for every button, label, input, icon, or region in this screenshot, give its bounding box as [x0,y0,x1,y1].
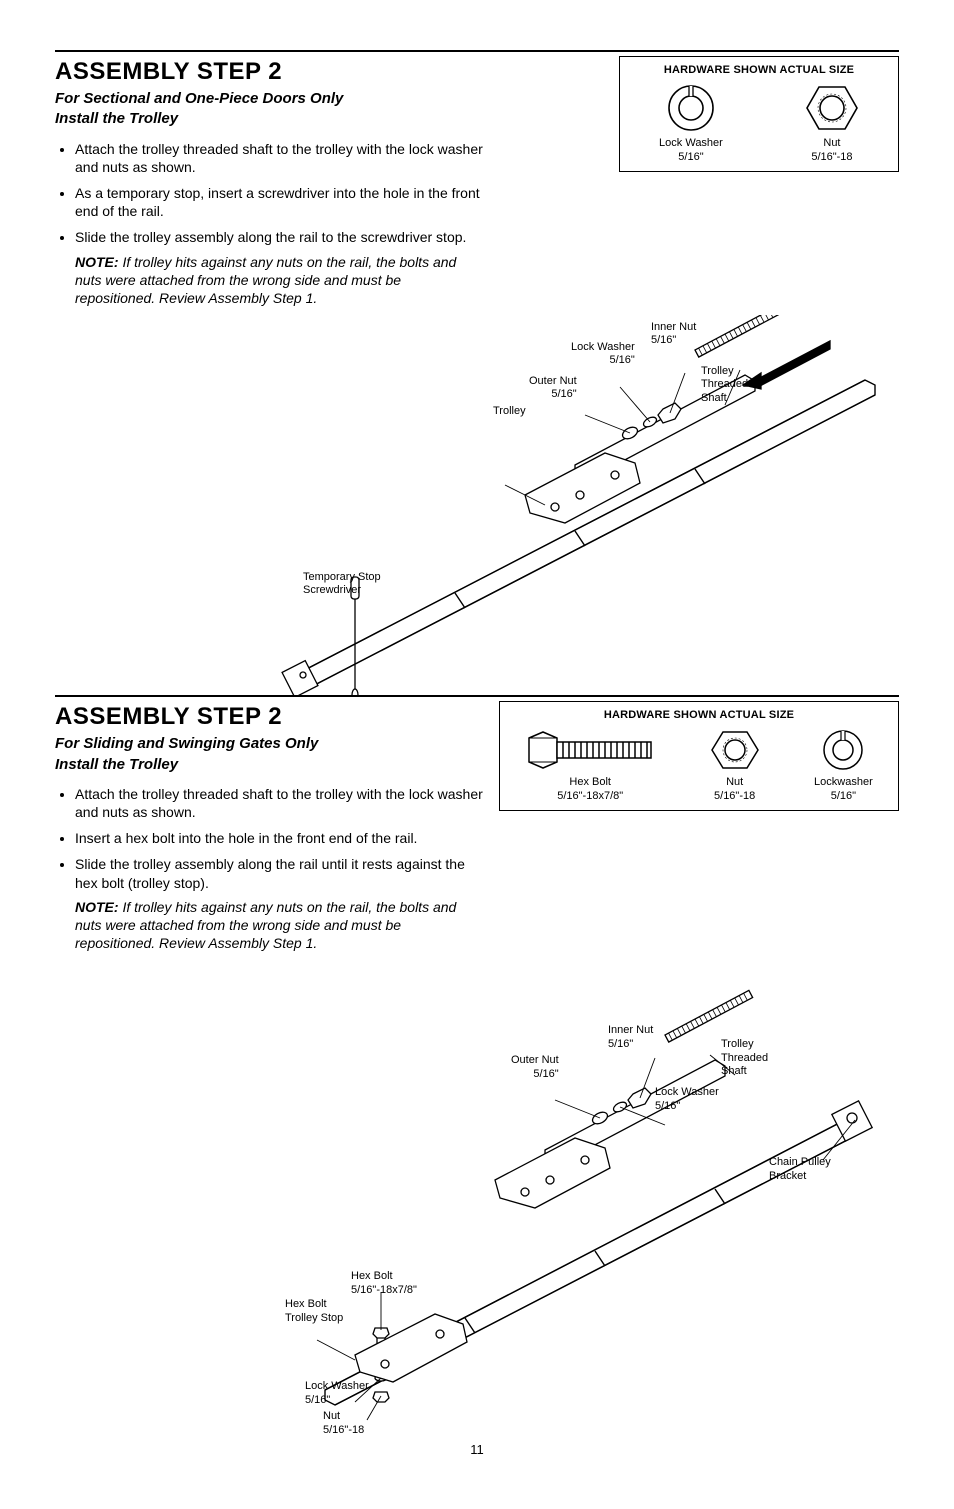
hardware-box-title: HARDWARE SHOWN ACTUAL SIZE [510,708,888,722]
section2-heading: ASSEMBLY STEP 2 [55,701,485,732]
section2-bullets: Attach the trolley threaded shaft to the… [55,785,485,953]
section1-heading: ASSEMBLY STEP 2 [55,56,485,87]
bullet-item: Insert a hex bolt into the hole in the f… [75,829,485,847]
lock-washer-icon [821,728,865,772]
nut-icon [710,728,760,772]
hardware-box-title: HARDWARE SHOWN ACTUAL SIZE [630,63,888,77]
lock-washer-icon [666,83,716,133]
section2-subtitle: For Sliding and Swinging Gates Only Inst… [55,734,485,775]
label-lock-washer-2: Lock Washer5/16" [655,1086,719,1112]
hw-lockwasher: Lockwasher5/16" [814,728,873,804]
label-temp-stop: Temporary StopScrewdriver [303,571,381,597]
label-nut-btm: Nut5/16"-18 [323,1410,364,1436]
label-trolley-shaft: TrolleyThreadedShaft [701,365,748,405]
hardware-box-2: HARDWARE SHOWN ACTUAL SIZE [499,701,899,811]
rail-illustration-2 [55,960,895,1430]
label-lock-washer-btm: Lock Washer5/16" [305,1380,369,1406]
assembly-step-2-doors: HARDWARE SHOWN ACTUAL SIZE Lock Washer5/… [55,50,899,695]
bullet-item: Attach the trolley threaded shaft to the… [75,140,485,176]
bullet-item: Slide the trolley assembly along the rai… [75,855,485,952]
section1-diagram: Inner Nut5/16" Lock Washer5/16" Outer Nu… [55,315,899,695]
text-column-2: ASSEMBLY STEP 2 For Sliding and Swinging… [55,701,485,960]
bullet-item: Slide the trolley assembly along the rai… [75,228,485,307]
label-trolley-shaft-2: TrolleyThreadedShaft [721,1038,768,1078]
label-inner-nut-2: Inner Nut5/16" [608,1024,653,1050]
label-inner-nut: Inner Nut5/16" [651,321,696,347]
section2-diagram: Inner Nut5/16" Outer Nut5/16" TrolleyThr… [55,960,899,1430]
page-number: 11 [55,1430,899,1459]
hw-nut: Nut5/16"-18 [805,83,859,165]
label-hex-bolt-top: Hex Bolt5/16"-18x7/8" [351,1270,417,1296]
section2-note: NOTE: If trolley hits against any nuts o… [75,898,485,953]
label-trolley: Trolley [493,405,526,418]
label-outer-nut: Outer Nut5/16" [529,375,577,401]
nut-icon [805,83,859,133]
rail-illustration-1 [55,315,895,695]
hw-nut: Nut5/16"-18 [710,728,760,804]
section1-note: NOTE: If trolley hits against any nuts o… [75,253,485,308]
label-lock-washer: Lock Washer5/16" [571,341,635,367]
section1-bullets: Attach the trolley threaded shaft to the… [55,140,485,308]
label-hex-bolt-stop: Hex BoltTrolley Stop [285,1298,343,1324]
hardware-row: Hex Bolt5/16"-18x7/8" Nut5/16"-18 [510,728,888,804]
hw-lock-washer: Lock Washer5/16" [659,83,723,165]
label-outer-nut-2: Outer Nut5/16" [511,1054,559,1080]
hw-hex-bolt: Hex Bolt5/16"-18x7/8" [525,728,655,804]
bullet-item: Attach the trolley threaded shaft to the… [75,785,485,821]
text-column-1: ASSEMBLY STEP 2 For Sectional and One-Pi… [55,56,485,315]
hardware-row: Lock Washer5/16" Nut5/16"-18 [630,83,888,165]
assembly-step-2-gates: HARDWARE SHOWN ACTUAL SIZE [55,695,899,1430]
label-chain-pulley: Chain PulleyBracket [769,1156,831,1182]
hardware-box-1: HARDWARE SHOWN ACTUAL SIZE Lock Washer5/… [619,56,899,172]
section1-subtitle: For Sectional and One-Piece Doors Only I… [55,89,485,130]
hex-bolt-icon [525,728,655,772]
bullet-item: As a temporary stop, insert a screwdrive… [75,184,485,220]
